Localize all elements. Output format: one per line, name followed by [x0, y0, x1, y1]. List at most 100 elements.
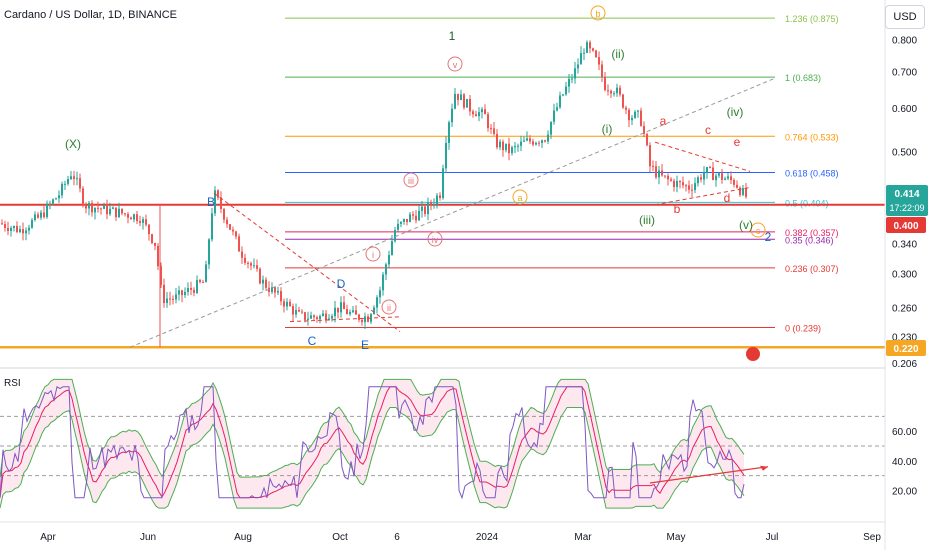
triangle-upper-2: [654, 141, 751, 172]
candle-body: [373, 307, 375, 315]
price-tick-label: 0.600: [892, 104, 917, 115]
candle-body: [214, 190, 216, 214]
candle-body: [316, 317, 318, 320]
wave-C: C: [308, 334, 317, 348]
candle-body: [202, 282, 204, 284]
price-tick-label: 0.800: [892, 35, 917, 46]
candle-body: [481, 109, 483, 113]
candle-body: [730, 176, 732, 181]
candle-body: [610, 90, 612, 94]
fib-label: 0.35 (0.346): [785, 235, 834, 245]
time-tick-label: Sep: [863, 532, 881, 543]
candle-body: [319, 315, 321, 320]
wave-iv-circle: [427, 231, 443, 247]
candle-body: [145, 219, 147, 225]
candle-body: [235, 231, 237, 237]
candle-body: [349, 312, 351, 315]
time-tick-label: Jun: [140, 532, 156, 543]
candle-body: [109, 208, 111, 215]
chart-title: Cardano / US Dollar, 1D, BINANCE: [4, 9, 177, 21]
candle-body: [127, 213, 129, 218]
time-tick-label: Apr: [40, 532, 56, 543]
rsi-line: [0, 386, 745, 500]
candle-body: [379, 290, 381, 298]
candle-body: [685, 185, 687, 187]
candle-body: [523, 140, 525, 142]
wave-a: a: [517, 193, 522, 203]
candle-body: [568, 79, 570, 87]
candle-body: [460, 94, 462, 101]
triangle-lower: [289, 316, 401, 323]
candle-body: [205, 264, 207, 283]
candle-body: [532, 141, 534, 145]
candle-body: [178, 290, 180, 295]
price-tick-label: 0.300: [892, 269, 917, 280]
candle-body: [601, 64, 603, 78]
wave-c-circle: [750, 222, 766, 238]
fib-label: 0.764 (0.533): [785, 132, 839, 142]
wave-c: c: [756, 226, 761, 236]
price-tick-label: 0.700: [892, 67, 917, 78]
wave-labels: (X)BCDE12iiiiiiivvabc(ii)(i)(iii)(iv)(v)…: [65, 5, 772, 352]
candle-body: [652, 166, 654, 168]
candle-body: [37, 214, 39, 218]
candle-body: [649, 145, 651, 167]
candle-body: [556, 107, 558, 111]
candle-body: [577, 64, 579, 69]
candle-body: [535, 142, 537, 145]
candle-body: [514, 145, 516, 148]
candle-body: [430, 202, 432, 205]
tri-a: a: [660, 114, 667, 128]
candle-body: [634, 111, 636, 118]
candle-body: [676, 181, 678, 187]
currency-button[interactable]: USD: [885, 5, 925, 29]
candle-body: [88, 202, 90, 209]
candle-body: [169, 298, 171, 300]
candle-body: [550, 121, 552, 135]
candle-body: [100, 208, 102, 210]
candle-body: [688, 185, 690, 190]
candle-body: [376, 297, 378, 308]
candle-body: [403, 218, 405, 222]
candle-body: [484, 109, 486, 115]
candle-body: [526, 138, 528, 141]
candle-body: [364, 316, 366, 323]
candle-body: [229, 224, 231, 230]
wave-i-circle: [365, 246, 381, 262]
orange-level-badge-bg: [886, 340, 926, 356]
wave-ii-paren: (ii): [611, 47, 624, 61]
candle-body: [94, 207, 96, 213]
wave-b-circle: [590, 5, 606, 21]
candle-body: [391, 241, 393, 255]
candle-body: [199, 280, 201, 283]
candle-body: [427, 202, 429, 215]
candle-body: [553, 110, 555, 122]
candle-body: [184, 291, 186, 296]
time-tick-label: Oct: [332, 532, 348, 543]
flag-icon: [746, 347, 760, 361]
rsi-arrow-head: [760, 465, 768, 471]
candle-body: [328, 318, 330, 320]
candle-body: [694, 183, 696, 191]
candle-body: [433, 203, 435, 205]
fib-label: 0.382 (0.357): [785, 228, 839, 238]
candle-body: [475, 114, 477, 117]
fib-label: 0.5 (0.404): [785, 198, 829, 208]
tri-b: b: [674, 202, 681, 216]
tri-d: d: [724, 191, 731, 205]
candle-body: [583, 52, 585, 54]
candle-body: [697, 177, 699, 184]
drawings: [129, 77, 776, 361]
candle-body: [166, 298, 168, 304]
candle-body: [283, 301, 285, 307]
time-tick-label: Jul: [766, 532, 779, 543]
candle-body: [409, 214, 411, 223]
candle-body: [4, 224, 6, 229]
candle-body: [289, 301, 291, 307]
candle-body: [49, 203, 51, 205]
wave-a-circle: [512, 189, 528, 205]
candle-body: [115, 207, 117, 218]
candle-body: [136, 214, 138, 222]
